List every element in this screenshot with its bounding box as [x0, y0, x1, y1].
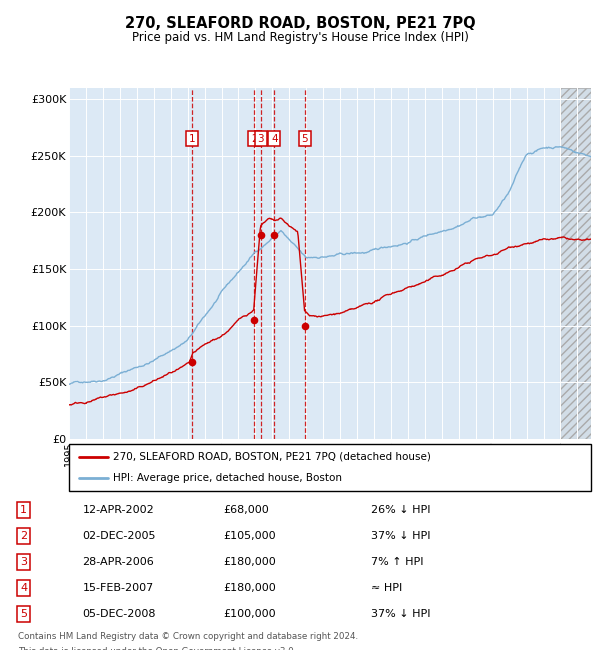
Text: 15-FEB-2007: 15-FEB-2007 [82, 583, 154, 593]
Text: 12-APR-2002: 12-APR-2002 [82, 505, 154, 515]
Text: 270, SLEAFORD ROAD, BOSTON, PE21 7PQ (detached house): 270, SLEAFORD ROAD, BOSTON, PE21 7PQ (de… [113, 452, 431, 461]
Text: 28-APR-2006: 28-APR-2006 [82, 557, 154, 567]
Text: 2: 2 [251, 134, 257, 144]
Text: 37% ↓ HPI: 37% ↓ HPI [371, 609, 430, 619]
Text: £180,000: £180,000 [224, 557, 277, 567]
Text: £100,000: £100,000 [224, 609, 276, 619]
Text: This data is licensed under the Open Government Licence v3.0.: This data is licensed under the Open Gov… [18, 647, 296, 650]
Text: 4: 4 [20, 583, 27, 593]
Text: £180,000: £180,000 [224, 583, 277, 593]
Text: 26% ↓ HPI: 26% ↓ HPI [371, 505, 430, 515]
Text: 1: 1 [189, 134, 196, 144]
Text: 3: 3 [257, 134, 264, 144]
Text: 3: 3 [20, 557, 27, 567]
Text: ≈ HPI: ≈ HPI [371, 583, 402, 593]
Text: Contains HM Land Registry data © Crown copyright and database right 2024.: Contains HM Land Registry data © Crown c… [18, 632, 358, 642]
Text: 5: 5 [20, 609, 27, 619]
Text: 5: 5 [302, 134, 308, 144]
Text: 2: 2 [20, 531, 27, 541]
Text: 02-DEC-2005: 02-DEC-2005 [82, 531, 156, 541]
Text: 05-DEC-2008: 05-DEC-2008 [82, 609, 156, 619]
Bar [560, 88, 591, 439]
Text: 7% ↑ HPI: 7% ↑ HPI [371, 557, 423, 567]
Text: £68,000: £68,000 [224, 505, 269, 515]
Text: £105,000: £105,000 [224, 531, 276, 541]
Text: 37% ↓ HPI: 37% ↓ HPI [371, 531, 430, 541]
Text: Price paid vs. HM Land Registry's House Price Index (HPI): Price paid vs. HM Land Registry's House … [131, 31, 469, 44]
Text: 270, SLEAFORD ROAD, BOSTON, PE21 7PQ: 270, SLEAFORD ROAD, BOSTON, PE21 7PQ [125, 16, 475, 31]
Text: 4: 4 [271, 134, 278, 144]
Text: 1: 1 [20, 505, 27, 515]
Text: HPI: Average price, detached house, Boston: HPI: Average price, detached house, Bost… [113, 473, 343, 483]
Bar [560, 88, 591, 439]
